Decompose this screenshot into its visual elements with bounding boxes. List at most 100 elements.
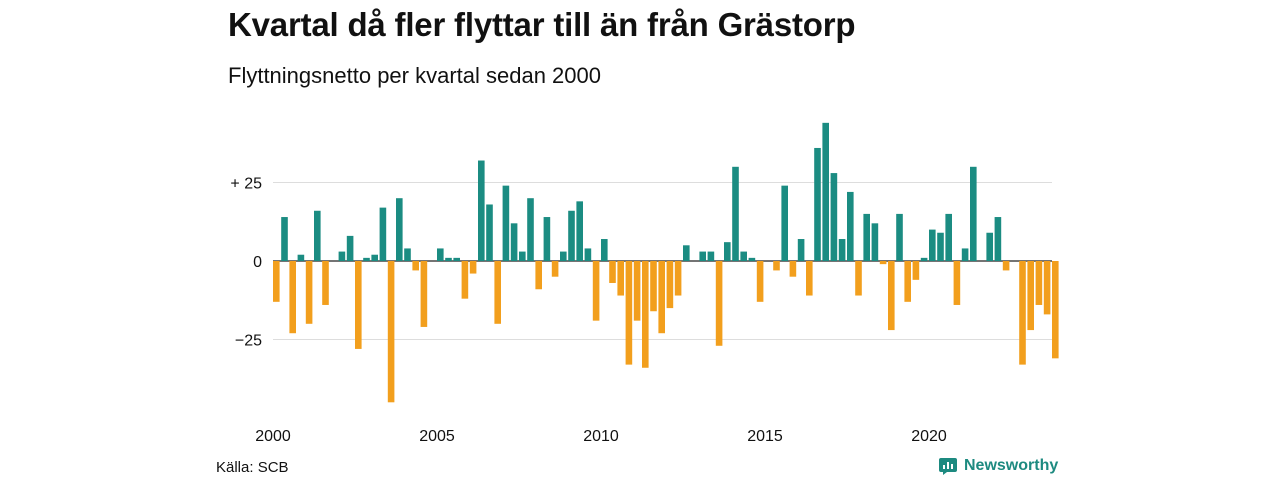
bar-2014-q2	[740, 251, 747, 261]
bar-2021-q4	[986, 232, 993, 261]
bar-2017-q3	[847, 191, 854, 261]
bar-2019-q1	[896, 213, 903, 261]
newsworthy-icon	[938, 456, 958, 476]
bar-2011-q2	[642, 261, 649, 368]
bar-2009-q3	[584, 248, 592, 261]
bar-2023-q1	[1027, 261, 1034, 331]
bar-2012-q1	[666, 261, 674, 309]
axis-labels: + 25 0 −25 2000 2005 2010 2015 2020	[230, 176, 946, 446]
bar-2010-q4	[625, 261, 633, 365]
x-tick-label: 2010	[583, 428, 619, 445]
bar-2009-q2	[576, 201, 583, 261]
bar-2009-q1	[568, 210, 575, 261]
bar-2002-q1	[338, 251, 346, 261]
bar-2013-q2	[707, 251, 715, 261]
x-tick-label: 2005	[419, 428, 455, 445]
bar-2003-q1	[371, 254, 378, 261]
bar-2022-q2	[1002, 261, 1010, 271]
bar-2013-q4	[724, 242, 731, 261]
bar-2004-q3	[420, 261, 428, 327]
bar-2016-q3	[814, 147, 821, 261]
bar-2008-q1	[535, 261, 542, 290]
bar-2016-q1	[797, 239, 805, 261]
bar-2005-q1	[437, 248, 444, 261]
bar-2003-q3	[387, 261, 395, 403]
bar-2021-q2	[970, 166, 977, 261]
bar-2009-q4	[592, 261, 600, 321]
brand-name: Newsworthy	[964, 457, 1059, 474]
x-tick-label: 2015	[747, 428, 783, 445]
bar-2022-q4	[1019, 261, 1026, 365]
source-note: Källa: SCB	[216, 459, 289, 476]
bar-2016-q2	[806, 261, 813, 296]
bar-2018-q2	[871, 223, 879, 261]
bar-2008-q2	[543, 217, 551, 261]
bar-2006-q3	[486, 204, 493, 261]
bar-2000-q1	[273, 261, 280, 302]
bar-2002-q4	[363, 257, 370, 261]
bar-2022-q1	[994, 217, 1002, 261]
bar-2006-q4	[494, 261, 501, 324]
bar-2010-q2	[609, 261, 616, 283]
bar-2004-q2	[412, 261, 419, 271]
bar-2007-q2	[510, 223, 518, 261]
bar-2015-q3	[781, 185, 788, 261]
bar-2005-q2	[445, 257, 452, 261]
bar-2006-q2	[478, 160, 485, 261]
bar-2017-q2	[838, 239, 846, 261]
bar-2020-q2	[937, 232, 944, 261]
bar-2018-q4	[888, 261, 895, 331]
bar-2010-q3	[617, 261, 624, 296]
bar-2000-q4	[297, 254, 305, 261]
bar-2023-q4	[1052, 261, 1059, 359]
bar-2001-q1	[305, 261, 313, 324]
bar-2019-q2	[904, 261, 911, 302]
brand-logo: Newsworthy	[938, 456, 1058, 476]
bar-2011-q3	[650, 261, 657, 312]
bar-2014-q4	[756, 261, 764, 302]
x-tick-label: 2020	[911, 428, 947, 445]
bar-2020-q3	[945, 213, 952, 261]
bar-2005-q3	[453, 257, 460, 261]
bar-2001-q2	[314, 210, 321, 261]
bar-2013-q1	[699, 251, 706, 261]
bar-2020-q1	[929, 229, 936, 261]
bar-2002-q2	[346, 235, 354, 261]
bar-2011-q4	[658, 261, 665, 334]
bar-2019-q3	[912, 261, 920, 280]
bar-2014-q1	[732, 166, 739, 261]
bar-2017-q1	[830, 173, 838, 261]
bar-2015-q4	[789, 261, 797, 277]
bar-2021-q1	[961, 248, 969, 261]
x-tick-label: 2000	[255, 428, 291, 445]
bar-2004-q1	[404, 248, 411, 261]
bar-2005-q4	[461, 261, 469, 299]
bar-2008-q3	[551, 261, 559, 277]
bar-2020-q4	[953, 261, 961, 305]
y-tick-label: 0	[253, 254, 262, 271]
bar-2017-q4	[855, 261, 862, 296]
bar-2000-q2	[281, 217, 288, 261]
bar-2018-q3	[879, 261, 887, 265]
bar-2003-q2	[379, 207, 387, 261]
bar-2013-q3	[715, 261, 723, 346]
bar-2006-q1	[469, 261, 477, 274]
bar-2016-q4	[822, 122, 829, 261]
y-tick-label: −25	[235, 333, 262, 350]
bar-2011-q1	[633, 261, 641, 321]
chart-title: Kvartal då fler flyttar till än från Grä…	[228, 6, 856, 43]
bar-2023-q3	[1043, 261, 1051, 315]
bar-2007-q4	[527, 198, 534, 261]
bar-2015-q2	[773, 261, 780, 271]
bar-2018-q1	[863, 213, 870, 261]
bar-2019-q4	[920, 257, 928, 261]
bar-2002-q3	[355, 261, 362, 349]
bar-2008-q4	[560, 251, 567, 261]
bar-2001-q3	[322, 261, 329, 305]
bar-2012-q2	[674, 261, 682, 296]
chart-subtitle: Flyttningsnetto per kvartal sedan 2000	[228, 63, 602, 88]
bar-2014-q3	[748, 257, 756, 261]
bar-2012-q3	[683, 245, 690, 261]
bar-2007-q3	[519, 251, 526, 261]
